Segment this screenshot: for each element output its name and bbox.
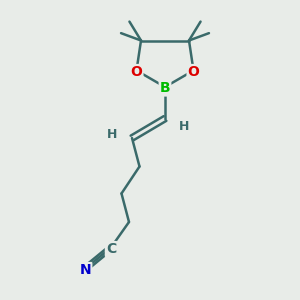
Text: H: H (179, 119, 190, 133)
Text: N: N (80, 263, 91, 277)
Text: B: B (160, 82, 170, 95)
Text: H: H (107, 128, 118, 142)
Text: O: O (130, 65, 142, 79)
Text: O: O (188, 65, 200, 79)
Text: C: C (106, 242, 116, 256)
